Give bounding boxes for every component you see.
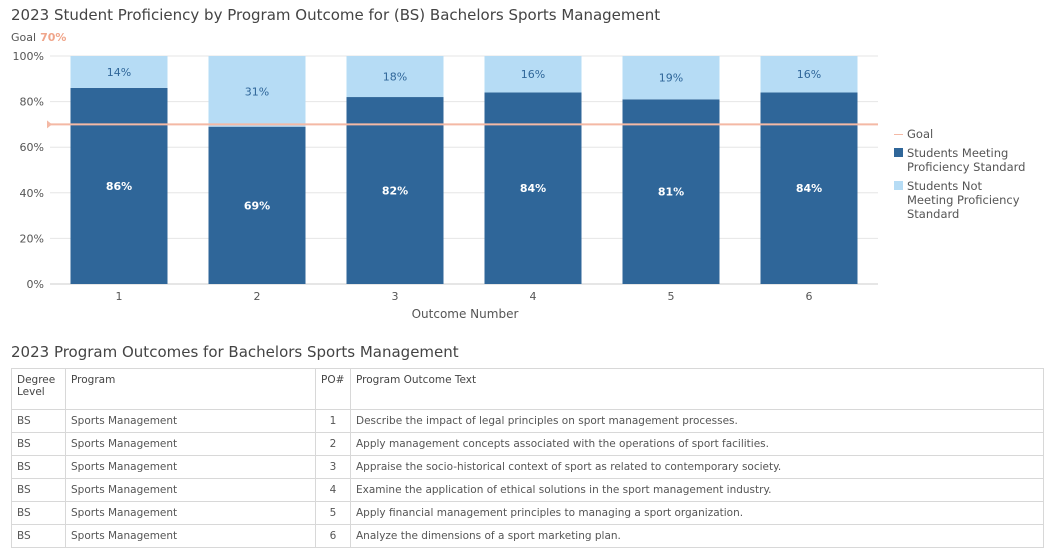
goal-indicator-label: Goal <box>11 31 37 44</box>
bar-not-meeting-proficiency <box>484 56 582 93</box>
bar-not-meeting-proficiency <box>760 56 858 93</box>
data-label-meeting: 81% <box>658 186 684 199</box>
legend-item-not-meeting[interactable]: Students Not Meeting Proficiency Standar… <box>894 179 1032 221</box>
header-degree-level: Degree Level <box>11 368 66 410</box>
bar-meeting-proficiency <box>622 99 720 284</box>
cell-degree: BS <box>11 455 66 479</box>
cell-po: 3 <box>315 455 351 479</box>
data-label-meeting: 82% <box>382 185 408 198</box>
header-outcome-text: Program Outcome Text <box>350 368 1044 410</box>
legend-item-meeting[interactable]: Students Meeting Proficiency Standard <box>894 146 1032 174</box>
x-tick-label: 1 <box>116 290 123 303</box>
table-row: BS Sports Management 6 Analyze the dimen… <box>11 524 1044 548</box>
bar-not-meeting-proficiency <box>346 56 444 98</box>
x-tick-label: 4 <box>530 290 537 303</box>
x-tick-label: 3 <box>392 290 399 303</box>
data-label-not-meeting: 31% <box>245 85 269 98</box>
y-tick-label: 0% <box>27 278 44 291</box>
legend-not-meeting-swatch <box>894 181 903 190</box>
header-po-number: PO# <box>315 368 351 410</box>
data-label-meeting: 84% <box>796 182 822 195</box>
proficiency-chart: 0% 20% 40% 60% 80% 100% 86% 14% 1 69% 31% 2 82% 18% 3 8… <box>13 50 878 321</box>
cell-program: Sports Management <box>65 524 316 548</box>
y-tick-label: 40% <box>20 187 44 200</box>
goal-indicator: Goal 70% <box>11 31 66 44</box>
bar-meeting-proficiency <box>208 126 306 285</box>
cell-degree: BS <box>11 409 66 433</box>
cell-degree: BS <box>11 478 66 502</box>
y-tick-label: 20% <box>20 232 44 245</box>
cell-program: Sports Management <box>65 432 316 456</box>
cell-degree: BS <box>11 524 66 548</box>
cell-outcome-text: Appraise the socio-historical context of… <box>350 455 1044 479</box>
table-row: BS Sports Management 4 Examine the appli… <box>11 478 1044 502</box>
bar-not-meeting-proficiency <box>622 56 720 100</box>
chart-title: 2023 Student Proficiency by Program Outc… <box>11 6 661 24</box>
bar-not-meeting-proficiency <box>208 56 306 127</box>
cell-program: Sports Management <box>65 478 316 502</box>
chart-legend: Goal Students Meeting Proficiency Standa… <box>894 127 1032 226</box>
data-label-not-meeting: 16% <box>521 68 545 81</box>
cell-outcome-text: Apply management concepts associated wit… <box>350 432 1044 456</box>
x-tick-label: 5 <box>668 290 675 303</box>
cell-outcome-text: Examine the application of ethical solut… <box>350 478 1044 502</box>
table-row: BS Sports Management 1 Describe the impa… <box>11 409 1044 433</box>
cell-program: Sports Management <box>65 501 316 525</box>
table-title: 2023 Program Outcomes for Bachelors Spor… <box>11 343 459 361</box>
cell-po: 2 <box>315 432 351 456</box>
table-header-row: Degree Level Program PO# Program Outcome… <box>11 368 1044 410</box>
cell-po: 6 <box>315 524 351 548</box>
y-tick-label: 80% <box>20 96 44 109</box>
cell-program: Sports Management <box>65 455 316 479</box>
cell-outcome-text: Analyze the dimensions of a sport market… <box>350 524 1044 548</box>
x-tick-label: 2 <box>254 290 261 303</box>
goal-indicator-value: 70% <box>40 31 67 44</box>
bar-meeting-proficiency <box>70 87 168 284</box>
outcomes-table: Degree Level Program PO# Program Outcome… <box>11 368 1044 548</box>
y-tick-label: 100% <box>13 50 44 63</box>
data-label-not-meeting: 19% <box>659 72 683 85</box>
data-label-meeting: 69% <box>244 199 270 212</box>
cell-po: 4 <box>315 478 351 502</box>
legend-goal-label: Goal <box>907 127 934 141</box>
cell-po: 1 <box>315 409 351 433</box>
legend-meeting-swatch <box>894 148 903 157</box>
data-label-not-meeting: 18% <box>383 71 407 84</box>
cell-po: 5 <box>315 501 351 525</box>
goal-marker-icon <box>47 120 52 129</box>
table-row: BS Sports Management 3 Appraise the soci… <box>11 455 1044 479</box>
table-row: BS Sports Management 5 Apply financial m… <box>11 501 1044 525</box>
cell-outcome-text: Apply financial management principles to… <box>350 501 1044 525</box>
table-row: BS Sports Management 2 Apply management … <box>11 432 1044 456</box>
data-label-not-meeting: 16% <box>797 68 821 81</box>
legend-not-meeting-label: Students Not Meeting Proficiency Standar… <box>907 179 1020 221</box>
header-program: Program <box>65 368 316 410</box>
cell-program: Sports Management <box>65 409 316 433</box>
legend-goal-swatch <box>894 134 903 135</box>
x-tick-label: 6 <box>806 290 813 303</box>
bar-meeting-proficiency <box>346 97 444 284</box>
cell-degree: BS <box>11 501 66 525</box>
y-tick-label: 60% <box>20 141 44 154</box>
data-label-meeting: 84% <box>520 182 546 195</box>
bar-not-meeting-proficiency <box>70 56 168 88</box>
legend-meeting-label: Students Meeting Proficiency Standard <box>907 146 1026 174</box>
data-label-meeting: 86% <box>106 180 132 193</box>
cell-degree: BS <box>11 432 66 456</box>
legend-item-goal[interactable]: Goal <box>894 127 1032 141</box>
data-label-not-meeting: 14% <box>107 66 131 79</box>
cell-outcome-text: Describe the impact of legal principles … <box>350 409 1044 433</box>
x-axis-title: Outcome Number <box>412 307 519 321</box>
